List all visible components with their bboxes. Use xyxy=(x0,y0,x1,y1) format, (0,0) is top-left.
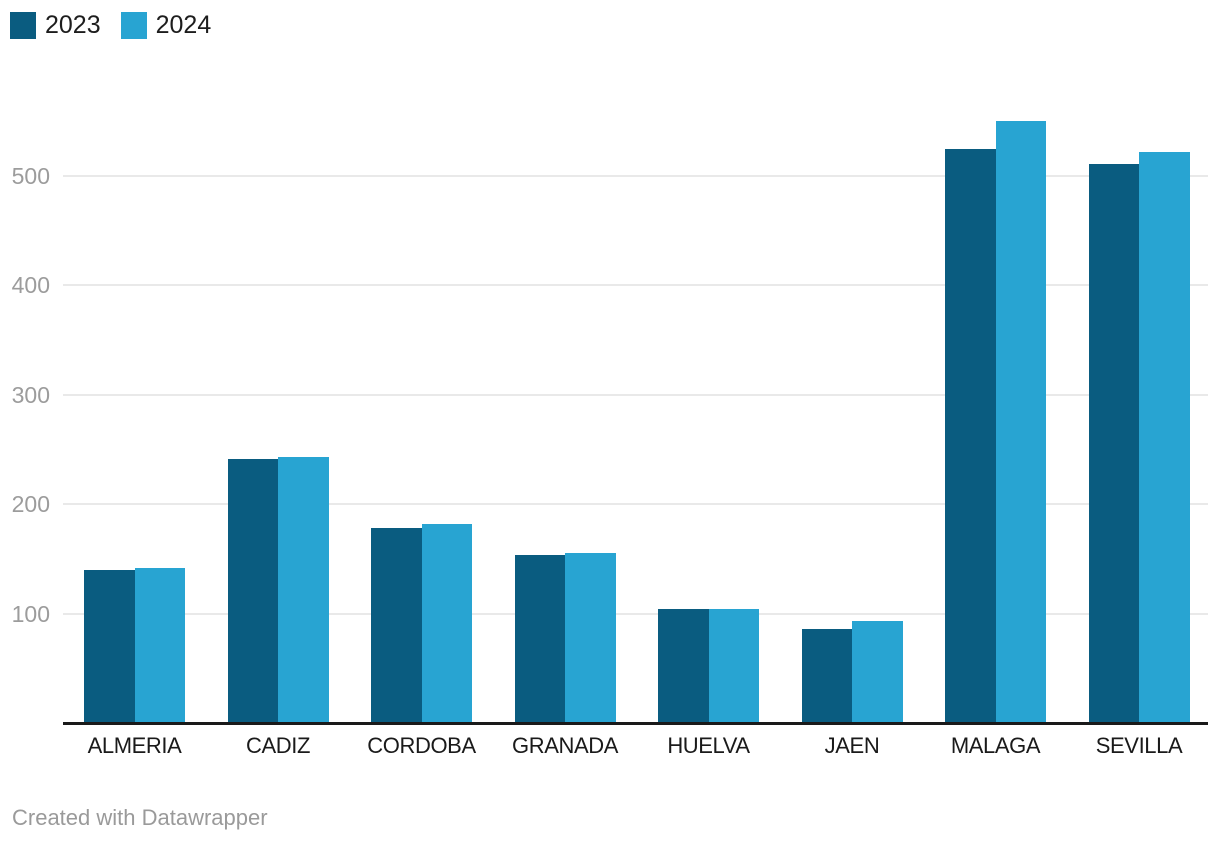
legend-label-2024: 2024 xyxy=(155,11,212,39)
legend-item-2023: 2023 xyxy=(10,12,101,39)
bar-sevilla-2023[interactable] xyxy=(1088,163,1139,723)
bar-cadiz-2024[interactable] xyxy=(278,457,329,723)
legend-label-2023: 2023 xyxy=(45,11,101,39)
x-axis-label-cadiz: CADIZ xyxy=(245,733,310,758)
bar-malaga-2024[interactable] xyxy=(995,121,1046,723)
bar-cordoba-2023[interactable] xyxy=(371,528,422,723)
bar-sevilla-2024[interactable] xyxy=(1139,151,1190,723)
y-tick-label-500: 500 xyxy=(11,163,50,189)
bar-granada-2024[interactable] xyxy=(565,553,616,723)
footer-credit: Created with Datawrapper xyxy=(12,805,268,830)
gridline-400 xyxy=(63,284,1208,287)
gridline-100 xyxy=(63,612,1208,615)
legend-swatch-2024 xyxy=(120,12,147,39)
x-axis-label-malaga: MALAGA xyxy=(950,733,1041,758)
x-axis-label-almeria: ALMERIA xyxy=(87,733,182,758)
x-axis-label-granada: GRANADA xyxy=(512,733,618,758)
bar-jaen-2023[interactable] xyxy=(801,628,852,723)
y-tick-label-200: 200 xyxy=(11,491,50,518)
bar-cordoba-2024[interactable] xyxy=(421,523,472,723)
gridline-200 xyxy=(63,503,1208,506)
bar-cadiz-2023[interactable] xyxy=(227,459,278,723)
y-tick-label-100: 100 xyxy=(11,600,50,627)
y-tick-label-300: 300 xyxy=(11,381,50,408)
x-axis-label-cordoba: CORDOBA xyxy=(367,733,476,758)
bar-huelva-2024[interactable] xyxy=(708,609,759,723)
x-axis-line xyxy=(63,722,1208,725)
y-tick-label-400: 400 xyxy=(11,272,50,299)
bar-jaen-2024[interactable] xyxy=(852,621,903,723)
bar-huelva-2023[interactable] xyxy=(658,609,709,723)
bar-malaga-2023[interactable] xyxy=(945,148,996,723)
x-axis-label-jaen: JAEN xyxy=(824,733,880,758)
x-axis-label-sevilla: SEVILLA xyxy=(1095,733,1183,758)
bar-granada-2023[interactable] xyxy=(514,554,565,723)
legend-swatch-2023 xyxy=(10,12,36,39)
bar-almeria-2023[interactable] xyxy=(84,569,135,723)
legend: 2023 2024 xyxy=(10,12,211,39)
gridline-300 xyxy=(63,393,1208,396)
gridline-500 xyxy=(63,175,1208,177)
x-axis-label-huelva: HUELVA xyxy=(667,733,750,758)
legend-item-2024: 2024 xyxy=(120,11,212,39)
bar-almeria-2024[interactable] xyxy=(134,567,185,723)
